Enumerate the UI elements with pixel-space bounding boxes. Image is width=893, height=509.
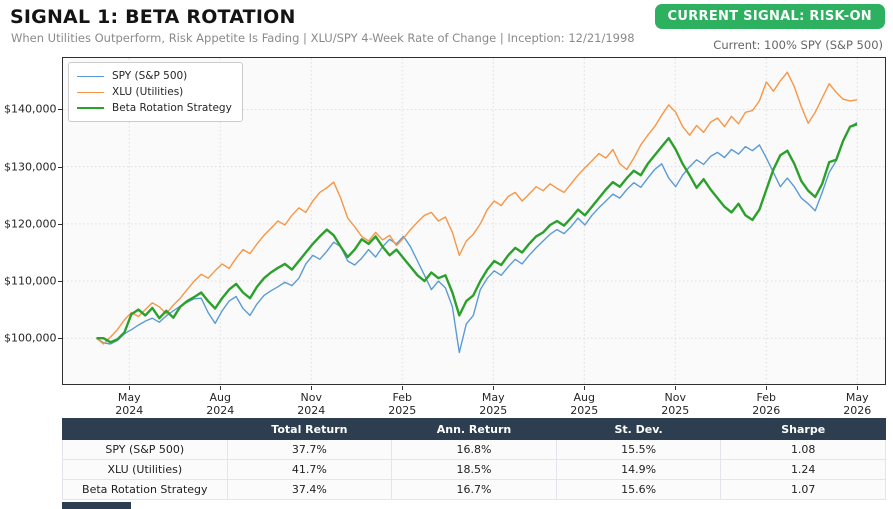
y-axis-tick-label: $100,000 [4, 331, 57, 345]
table-column-header [62, 418, 228, 440]
x-axis-tick-mark [675, 386, 677, 390]
page-title: SIGNAL 1: BETA ROTATION [10, 6, 296, 28]
partial-next-section-header [62, 502, 131, 509]
x-axis-tick-label: May 2025 [479, 391, 508, 417]
y-axis-tick-label: $130,000 [4, 160, 57, 174]
stat-value: 16.8% [391, 439, 557, 460]
y-axis-tick-mark [58, 338, 62, 340]
stat-value: 18.5% [391, 459, 557, 480]
legend-line-swatch [77, 107, 104, 109]
x-axis-tick-mark [493, 386, 495, 390]
x-axis-tick-mark [311, 386, 313, 390]
stat-value: 1.08 [720, 439, 886, 460]
row-label: XLU (Utilities) [62, 459, 228, 480]
stat-value: 37.4% [226, 479, 393, 500]
series-line [96, 71, 858, 345]
x-axis-tick-mark [584, 386, 586, 390]
x-axis-tick-mark [220, 386, 222, 390]
table-column-header: Ann. Return [391, 418, 557, 440]
legend-item: Beta Rotation Strategy [77, 100, 232, 116]
table-header-row: Total Return Ann. Return St. Dev. Sharpe [62, 418, 886, 440]
table-column-header: St. Dev. [555, 418, 722, 440]
table-row: Beta Rotation Strategy 37.4% 16.7% 15.6% 1.0… [62, 479, 886, 500]
legend-item: SPY (S&P 500) [77, 68, 232, 84]
stat-value: 1.24 [720, 459, 886, 480]
x-axis-tick-label: May 2026 [843, 391, 872, 417]
chart-legend: SPY (S&P 500) XLU (Utilities) Beta Rotatio… [68, 62, 243, 122]
table-row: SPY (S&P 500) 37.7% 16.8% 15.5% 1.08 [62, 439, 886, 460]
stat-value: 41.7% [226, 459, 393, 480]
x-axis-tick-mark [402, 386, 404, 390]
x-axis-tick-label: Nov 2025 [661, 391, 690, 417]
table-column-header: Total Return [226, 418, 393, 440]
y-axis-tick-mark [58, 281, 62, 283]
stat-value: 14.9% [555, 459, 722, 480]
row-label: SPY (S&P 500) [62, 439, 228, 460]
series-line [96, 123, 858, 344]
y-axis-tick-mark [58, 109, 62, 111]
x-axis-tick-label: May 2024 [115, 391, 144, 417]
performance-stats-table: Total Return Ann. Return St. Dev. Sharpe SP… [62, 418, 886, 500]
stat-value: 16.7% [391, 479, 557, 500]
stat-value: 15.5% [555, 439, 722, 460]
x-axis-tick-mark [129, 386, 131, 390]
x-axis-tick-mark [766, 386, 768, 390]
legend-line-swatch [77, 91, 104, 93]
stats-table-body: SPY (S&P 500) 37.7% 16.8% 15.5% 1.08 XLU (Uti… [62, 439, 886, 500]
table-row: XLU (Utilities) 41.7% 18.5% 14.9% 1.24 [62, 459, 886, 480]
stats-table-header: Total Return Ann. Return St. Dev. Sharpe [62, 418, 886, 440]
x-axis-tick-label: Aug 2024 [206, 391, 235, 417]
x-axis-tick-label: Feb 2026 [752, 391, 781, 417]
row-label: Beta Rotation Strategy [62, 479, 228, 500]
y-axis-tick-mark [58, 223, 62, 225]
x-axis-tick-label: Nov 2024 [297, 391, 326, 417]
x-axis-tick-label: Aug 2025 [570, 391, 599, 417]
legend-label: XLU (Utilities) [112, 86, 184, 98]
x-axis-tick-label: Feb 2025 [388, 391, 417, 417]
page-subtitle: When Utilities Outperform, Risk Appetite… [11, 31, 635, 45]
stat-value: 37.7% [226, 439, 393, 460]
current-signal-badge: CURRENT SIGNAL: RISK-ON [654, 4, 885, 29]
y-axis-tick-label: $110,000 [4, 274, 57, 288]
current-allocation-label: Current: 100% SPY (S&P 500) [713, 38, 883, 52]
y-axis-tick-mark [58, 166, 62, 168]
y-axis-tick-label: $120,000 [4, 217, 57, 231]
legend-label: SPY (S&P 500) [112, 70, 188, 82]
chart-canvas [63, 58, 885, 384]
series-line [96, 121, 858, 354]
legend-line-swatch [77, 75, 104, 77]
stat-value: 1.07 [720, 479, 886, 500]
table-column-header: Sharpe [720, 418, 886, 440]
y-axis-tick-label: $140,000 [4, 102, 57, 116]
legend-item: XLU (Utilities) [77, 84, 232, 100]
legend-label: Beta Rotation Strategy [112, 102, 232, 114]
x-axis-tick-mark [857, 386, 859, 390]
stat-value: 15.6% [555, 479, 722, 500]
